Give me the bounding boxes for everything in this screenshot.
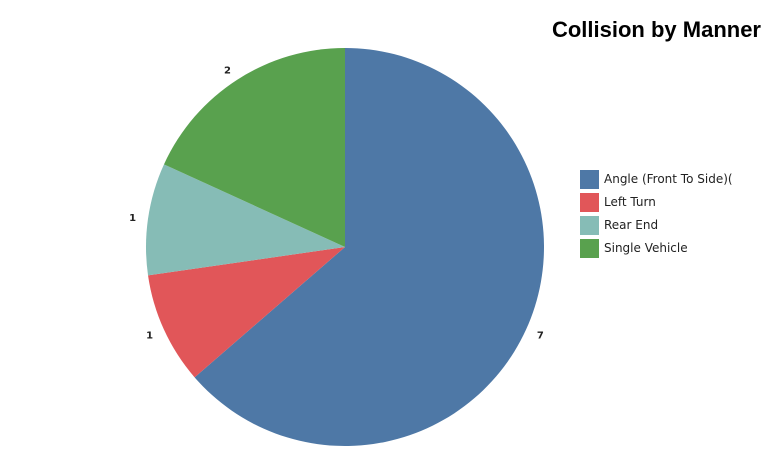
legend-swatch — [580, 238, 599, 258]
legend-label: Single Vehicle — [604, 241, 688, 255]
pie-slice-single-vehicle — [163, 48, 345, 247]
legend-swatch — [580, 215, 599, 235]
legend-item: Single Vehicle — [580, 238, 733, 258]
legend-item: Rear End — [580, 215, 733, 235]
legend-item: Angle (Front To Side)( — [580, 169, 733, 189]
legend-swatch — [580, 169, 599, 189]
pie-slice-value-label: 7 — [537, 331, 544, 342]
pie-slice-left-turn — [148, 247, 345, 378]
legend-label: Angle (Front To Side)( — [604, 172, 733, 186]
pie-slice-rear-end — [146, 164, 345, 276]
legend: Angle (Front To Side)( Left Turn Rear End S… — [580, 169, 733, 261]
legend-item: Left Turn — [580, 192, 733, 212]
pie-slice-labels: 7 1 1 2 — [129, 65, 544, 341]
pie-slices — [146, 48, 544, 446]
legend-label: Rear End — [604, 218, 659, 232]
pie-slice-value-label: 2 — [224, 65, 231, 76]
pie-slice-value-label: 1 — [129, 213, 136, 224]
legend-label: Left Turn — [604, 195, 656, 209]
legend-swatch — [580, 192, 599, 212]
pie-slice-angle-front-to-side — [194, 48, 544, 446]
chart-title: Collision by Manner — [551, 17, 761, 42]
pie-slice-value-label: 1 — [146, 331, 153, 342]
